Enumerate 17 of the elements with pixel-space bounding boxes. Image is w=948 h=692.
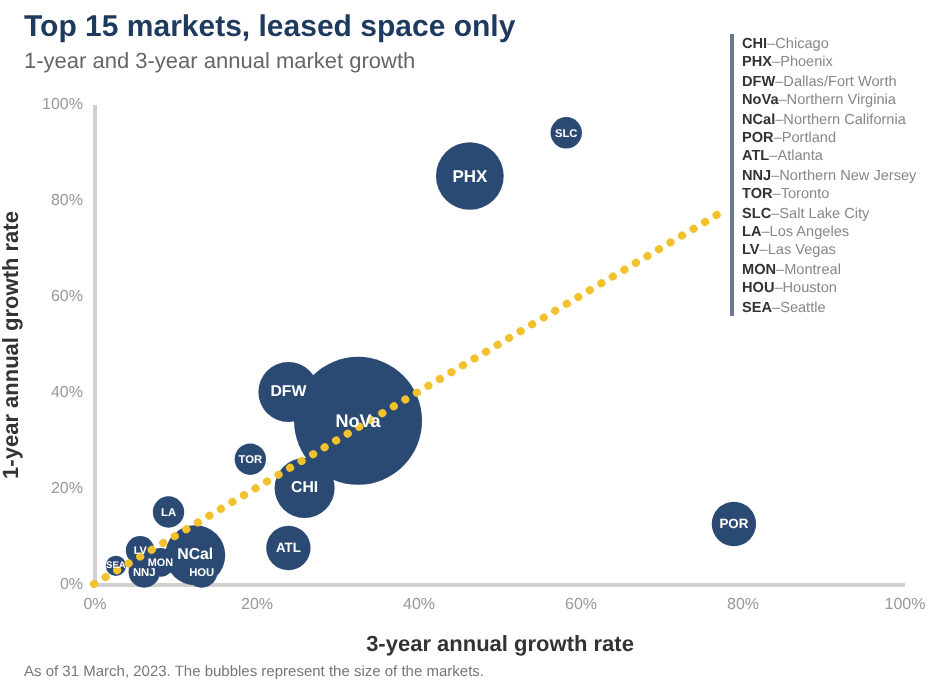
y-tick-label: 60% <box>50 287 83 305</box>
y-axis-title: 1-year annual growth rate <box>0 211 25 479</box>
y-tick-label: 0% <box>59 575 83 593</box>
x-tick-label: 0% <box>83 595 107 613</box>
series-label: PHX <box>452 166 488 186</box>
x-tick-label: 60% <box>564 595 598 613</box>
y-tick-label: 100% <box>42 95 83 113</box>
x-tick-label: 20% <box>240 595 274 613</box>
x-tick-label: 40% <box>402 595 436 613</box>
x-axis-title: 3-year annual growth rate <box>366 633 634 657</box>
x-tick-label: 100% <box>884 595 926 613</box>
x-tick-label: 80% <box>726 595 760 613</box>
chart-title: Top 15 markets, leased space only <box>24 10 516 44</box>
y-tick-label: 80% <box>50 191 83 209</box>
y-tick-label: 20% <box>50 479 83 497</box>
y-tick-label: 40% <box>50 383 83 401</box>
chart-subtitle: 1-year and 3-year annual market growth <box>24 50 416 74</box>
